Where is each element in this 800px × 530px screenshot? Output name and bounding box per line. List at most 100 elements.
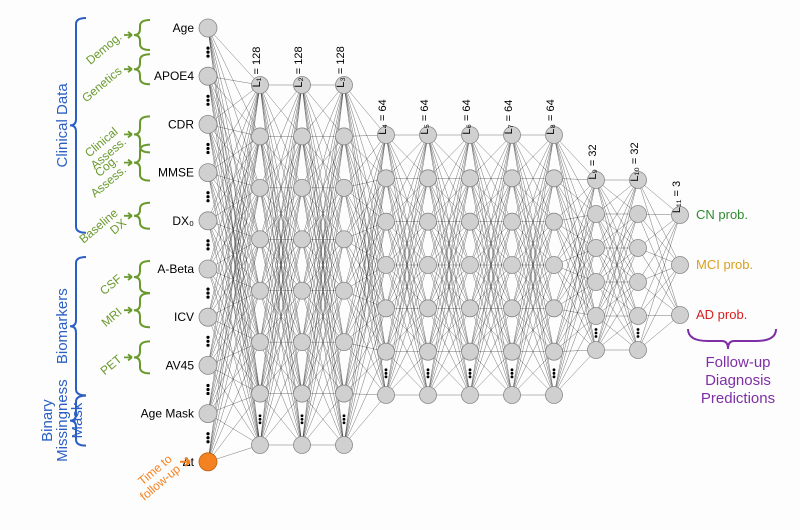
hidden-node — [336, 334, 353, 351]
hidden-node — [378, 387, 395, 404]
input-node — [199, 453, 217, 471]
hidden-node — [336, 282, 353, 299]
hidden-node — [252, 128, 269, 145]
hidden-node — [546, 300, 563, 317]
hidden-node — [336, 179, 353, 196]
hidden-node — [462, 213, 479, 230]
hidden-node — [252, 385, 269, 402]
hidden-node — [504, 387, 521, 404]
hidden-node — [462, 170, 479, 187]
output-group-label: Predictions — [701, 390, 775, 407]
hidden-node — [630, 240, 647, 257]
input-node — [199, 405, 217, 423]
hidden-node — [462, 257, 479, 274]
input-label: A-Beta — [157, 262, 194, 276]
hidden-node — [294, 385, 311, 402]
hidden-node — [630, 342, 647, 359]
input-node — [199, 164, 217, 182]
group-brace — [134, 54, 150, 84]
group-brace — [70, 257, 86, 395]
hidden-node — [630, 206, 647, 223]
green-cat-label: CSF — [97, 272, 124, 298]
green-cat-label: PET — [98, 352, 125, 378]
hidden-node — [252, 334, 269, 351]
hidden-node — [252, 179, 269, 196]
group-brace — [134, 341, 150, 373]
hidden-node — [504, 170, 521, 187]
hidden-node — [294, 231, 311, 248]
hidden-node — [420, 343, 437, 360]
hidden-node — [546, 387, 563, 404]
hidden-node — [504, 343, 521, 360]
green-cat-label: Demog. — [83, 30, 124, 68]
hidden-node — [336, 231, 353, 248]
hidden-node — [588, 308, 605, 325]
hidden-node — [588, 274, 605, 291]
layer-label: L₂ = 128 — [293, 46, 305, 87]
layer-label: L₁ = 128 — [251, 47, 263, 88]
group-brace — [134, 293, 150, 327]
input-label: Age Mask — [141, 407, 195, 421]
output-group-label: Diagnosis — [705, 372, 771, 389]
hidden-node — [336, 128, 353, 145]
hidden-node — [546, 257, 563, 274]
hidden-node — [504, 213, 521, 230]
blue-cat-label: Biomarkers — [54, 288, 71, 364]
input-label: AV45 — [166, 358, 195, 372]
input-node — [199, 115, 217, 133]
hidden-node — [336, 385, 353, 402]
input-label: MMSE — [158, 166, 194, 180]
hidden-node — [336, 437, 353, 454]
hidden-node — [546, 343, 563, 360]
output-label: MCI prob. — [696, 257, 753, 272]
layer-label: L₅ = 64 — [419, 99, 431, 134]
layer-label: L₈ = 64 — [545, 99, 557, 134]
hidden-node — [420, 213, 437, 230]
output-group-label: Follow-up — [705, 354, 770, 371]
hidden-node — [294, 334, 311, 351]
hidden-node — [504, 300, 521, 317]
hidden-node — [252, 231, 269, 248]
input-node — [199, 260, 217, 278]
layer-label: L₃ = 128 — [335, 46, 347, 88]
hidden-node — [378, 213, 395, 230]
blue-cat-label: Mask — [69, 402, 86, 438]
hidden-node — [420, 300, 437, 317]
group-brace — [134, 261, 150, 293]
input-node — [199, 67, 217, 85]
hidden-node — [294, 179, 311, 196]
hidden-node — [294, 282, 311, 299]
input-node — [199, 308, 217, 326]
hidden-node — [294, 437, 311, 454]
green-cat-label: Genetics — [79, 64, 124, 105]
hidden-node — [252, 282, 269, 299]
hidden-node — [378, 343, 395, 360]
input-node — [199, 356, 217, 374]
hidden-node — [420, 387, 437, 404]
hidden-node — [504, 257, 521, 274]
input-label: APOE4 — [154, 69, 194, 83]
hidden-node — [420, 257, 437, 274]
layer-label: L₉ = 32 — [587, 144, 599, 179]
nn-diagram: AgeAPOE4CDRMMSEDX₀A-BetaICVAV45Age MaskΔ… — [0, 0, 800, 530]
output-brace — [688, 329, 776, 349]
group-brace — [134, 20, 150, 50]
hidden-node — [630, 274, 647, 291]
hidden-node — [546, 213, 563, 230]
hidden-node — [588, 206, 605, 223]
input-label: Age — [173, 21, 195, 35]
blue-cat-label: Clinical Data — [54, 83, 71, 168]
hidden-node — [378, 300, 395, 317]
input-node — [199, 212, 217, 230]
input-label: CDR — [168, 117, 194, 131]
hidden-node — [252, 437, 269, 454]
hidden-node — [462, 300, 479, 317]
group-brace — [70, 18, 86, 233]
hidden-node — [420, 170, 437, 187]
green-cat-label: MRI — [99, 305, 125, 330]
hidden-node — [378, 257, 395, 274]
hidden-node — [672, 257, 689, 274]
input-label: DX₀ — [172, 214, 194, 228]
hidden-node — [546, 170, 563, 187]
hidden-node — [378, 170, 395, 187]
